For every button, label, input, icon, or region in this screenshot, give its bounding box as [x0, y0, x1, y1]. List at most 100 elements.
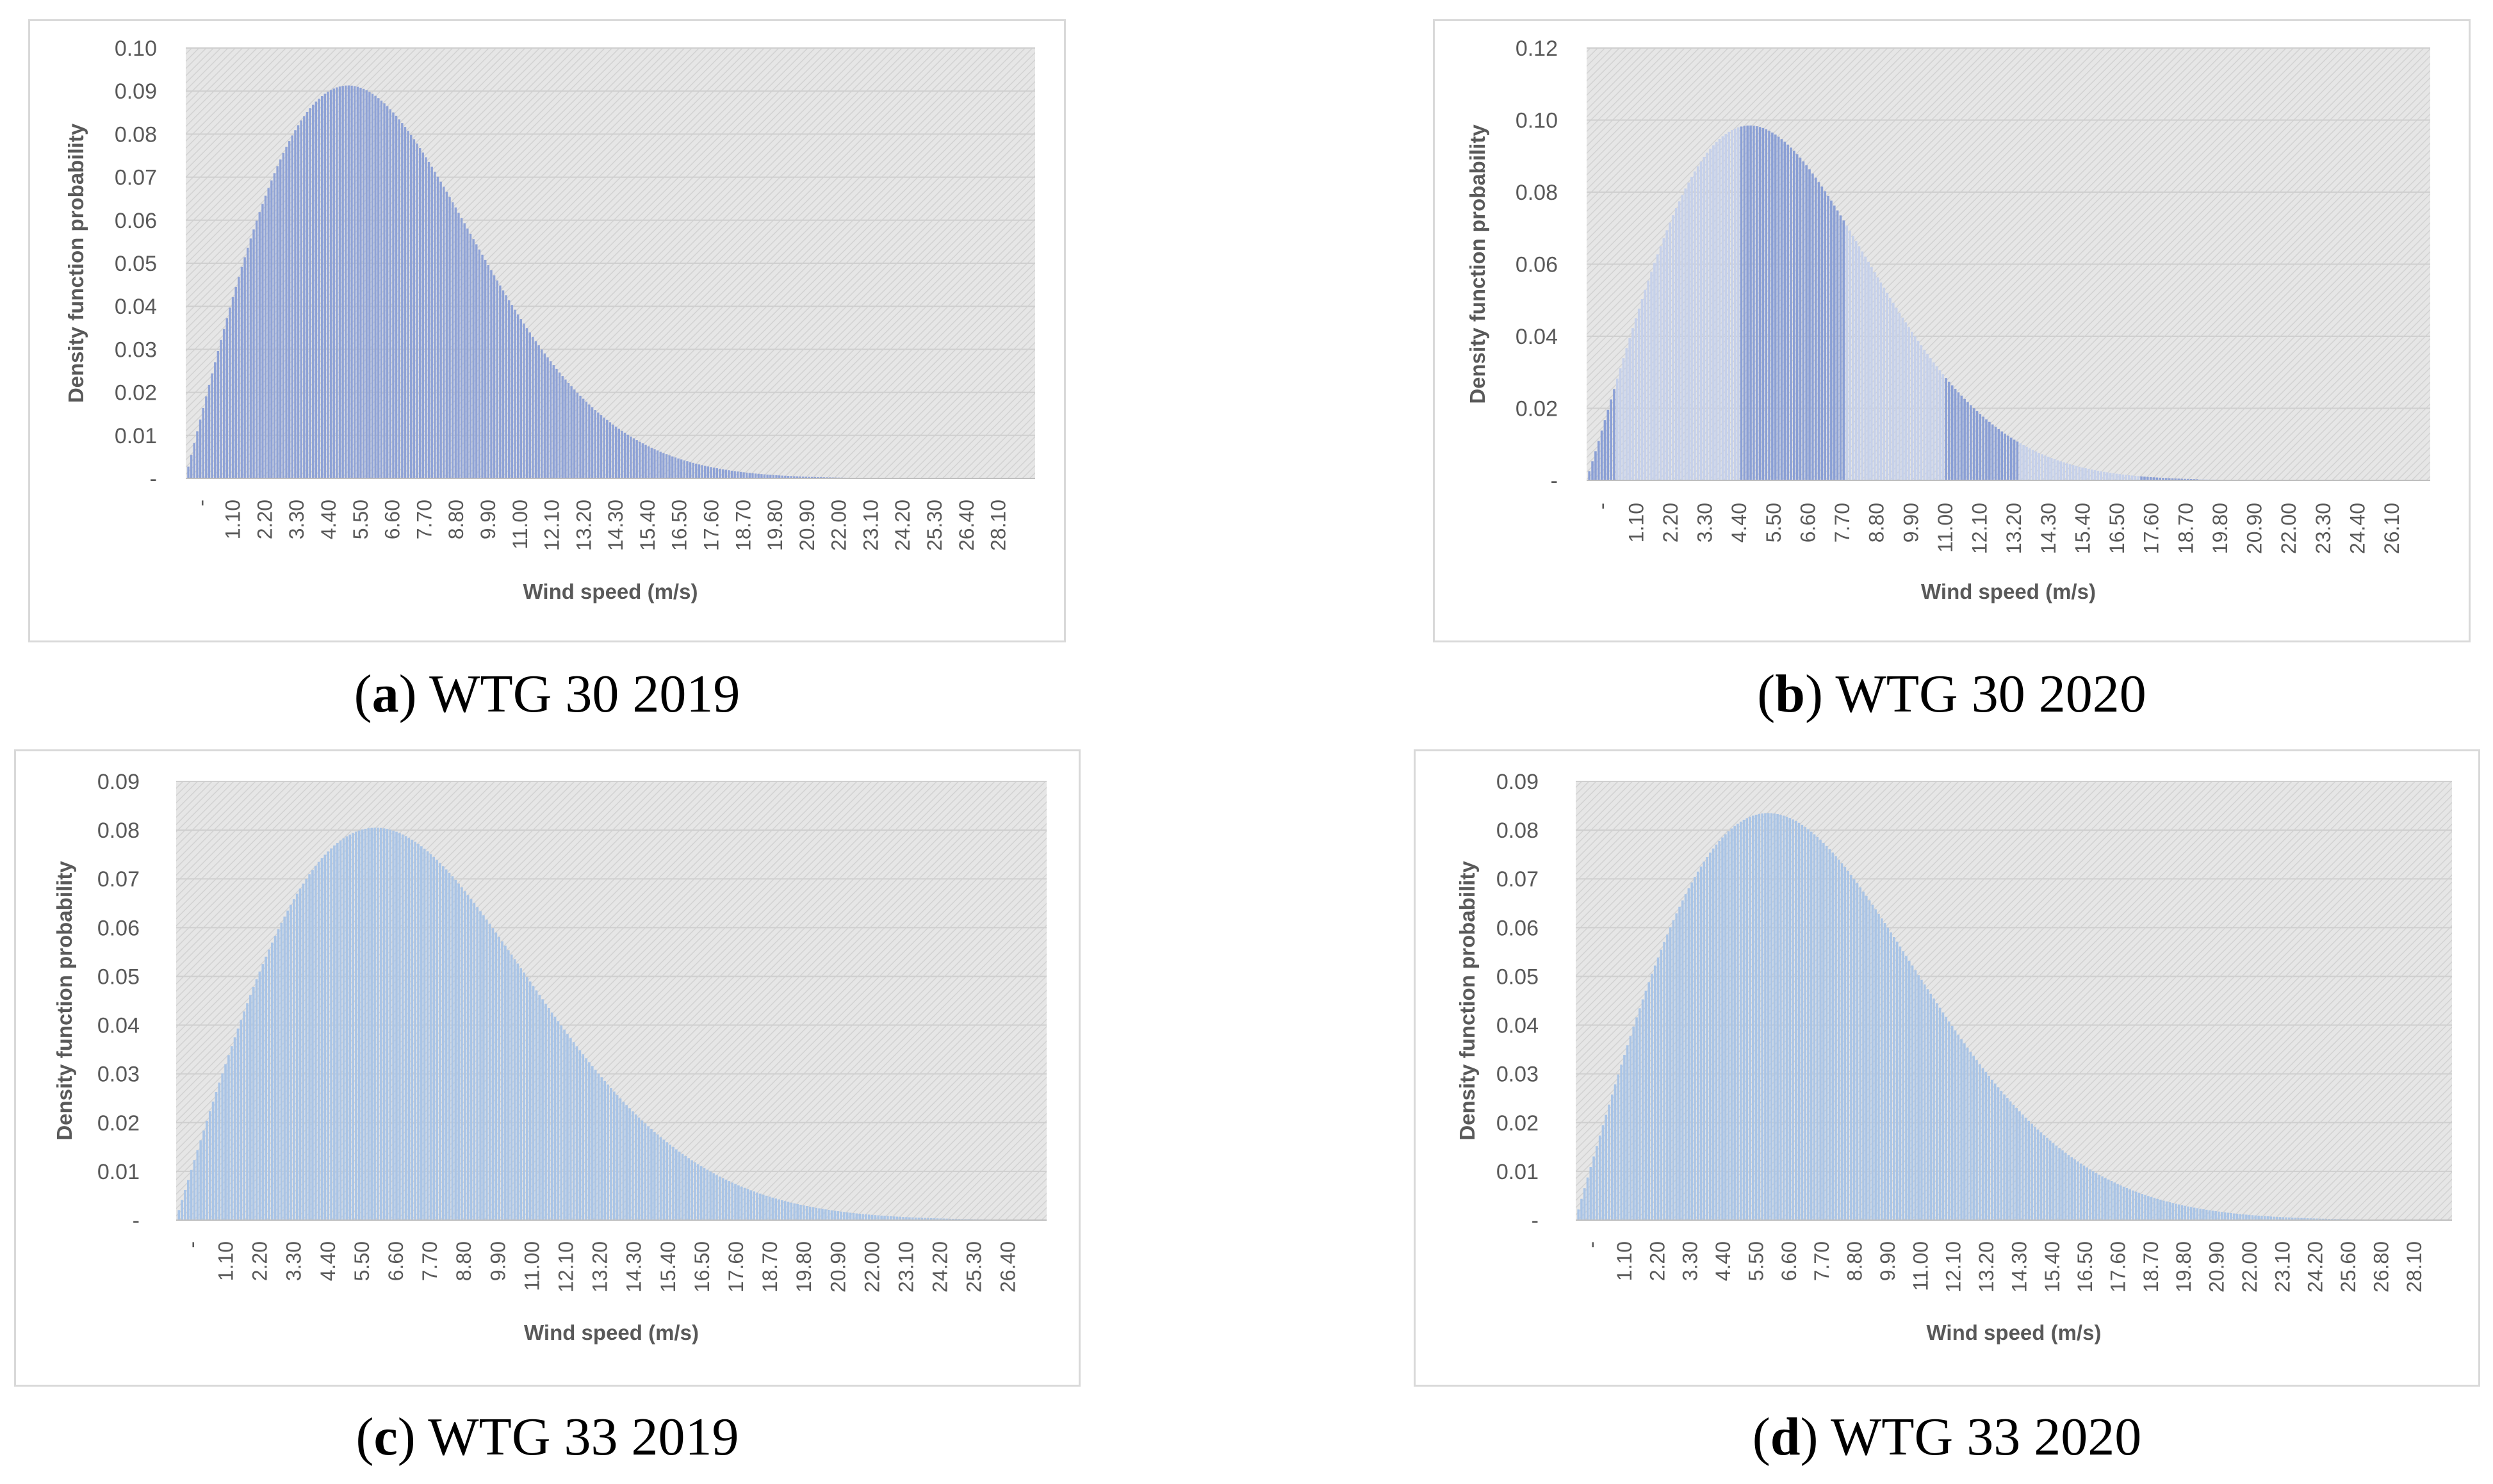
bar-b-139	[2019, 443, 2022, 480]
bar-d-87	[1843, 867, 1847, 1220]
bar-a-143	[612, 424, 614, 478]
bar-d-166	[2086, 1167, 2088, 1220]
bar-b-109	[1926, 354, 1929, 480]
x-tick-label-a-16: 17.60	[699, 500, 723, 551]
x-tick-label-a-6: 6.60	[381, 500, 404, 539]
bar-d-138	[2000, 1091, 2003, 1220]
y-axis-title-b: Density function probability	[1466, 124, 1489, 404]
bar-a-197	[772, 475, 775, 478]
bar-c-192	[774, 1198, 777, 1220]
bar-a-81	[427, 161, 430, 478]
bar-a-112	[519, 319, 523, 478]
bar-b-128	[1985, 419, 1988, 480]
bar-d-125	[1960, 1039, 1963, 1220]
x-tick-label-b-4: 4.40	[1728, 503, 1751, 542]
bar-c-0	[177, 1210, 181, 1220]
bar-c-155	[659, 1137, 662, 1220]
bar-a-50	[336, 87, 338, 478]
bar-d-110	[1914, 970, 1917, 1220]
bar-b-43	[1721, 136, 1724, 480]
bar-a-55	[350, 85, 353, 479]
bar-b-183	[2155, 477, 2159, 480]
bar-a-2	[193, 443, 196, 478]
bar-c-110	[519, 968, 522, 1220]
bar-c-239	[920, 1218, 924, 1220]
bar-a-79	[421, 152, 425, 478]
bar-d-42	[1706, 857, 1708, 1220]
bar-c-213	[840, 1211, 842, 1220]
bar-c-157	[666, 1142, 669, 1220]
bar-c-124	[563, 1029, 566, 1220]
bar-c-150	[644, 1123, 647, 1220]
bar-d-22	[1644, 990, 1647, 1220]
bar-a-116	[532, 336, 534, 478]
bar-c-207	[821, 1209, 824, 1220]
bar-b-68	[1799, 158, 1802, 480]
bar-d-5	[1592, 1156, 1595, 1220]
bar-b-63	[1783, 142, 1786, 481]
x-tick-label-a-18: 19.80	[764, 500, 787, 551]
bar-d-244	[2325, 1218, 2328, 1220]
bar-a-38	[300, 120, 302, 479]
bar-b-120	[1960, 395, 1963, 480]
bar-d-84	[1835, 856, 1837, 1220]
bar-d-210	[2220, 1212, 2223, 1220]
x-tick-label-b-17: 18.70	[2174, 503, 2197, 554]
bar-a-166	[680, 459, 683, 478]
bar-c-133	[591, 1066, 594, 1220]
bar-b-144	[2034, 451, 2038, 480]
y-tick-label-d-2: 0.02	[1496, 1111, 1539, 1136]
x-tick-label-c-22: 24.20	[929, 1241, 952, 1292]
bar-c-91	[461, 887, 463, 1220]
bar-a-136	[591, 407, 594, 478]
bar-b-101	[1901, 317, 1904, 480]
bar-c-178	[731, 1182, 734, 1220]
x-tick-label-b-2: 2.20	[1659, 503, 1682, 542]
y-tick-label-c-4: 0.04	[97, 1014, 140, 1038]
y-tick-label-c-1: 0.01	[97, 1160, 140, 1184]
bar-a-122	[549, 361, 552, 478]
bar-a-173	[701, 465, 703, 478]
bar-a-114	[525, 328, 528, 478]
bar-d-141	[2009, 1101, 2012, 1220]
bar-c-38	[295, 893, 298, 1220]
bar-c-208	[824, 1209, 827, 1220]
bar-a-23	[255, 220, 258, 478]
bar-c-94	[470, 899, 473, 1220]
bar-d-41	[1703, 861, 1706, 1220]
bar-a-158	[656, 450, 659, 478]
bar-c-46	[320, 858, 323, 1220]
bar-b-169	[2112, 473, 2115, 480]
bar-b-184	[2159, 477, 2161, 480]
bar-a-97	[475, 244, 478, 478]
bar-c-212	[837, 1211, 840, 1220]
bar-d-36	[1687, 888, 1690, 1220]
bar-b-14	[1631, 328, 1634, 480]
bar-c-165	[691, 1160, 693, 1220]
bar-d-126	[1963, 1043, 1966, 1220]
bar-d-214	[2233, 1213, 2236, 1220]
bar-c-22	[246, 1003, 249, 1220]
bar-d-63	[1770, 813, 1773, 1220]
bar-b-115	[1945, 378, 1947, 480]
bar-c-153	[653, 1132, 656, 1220]
bar-a-11	[220, 339, 222, 478]
bar-a-76	[413, 139, 416, 478]
bar-b-123	[1969, 405, 1972, 480]
x-tick-label-a-12: 13.20	[572, 500, 595, 551]
bar-a-9	[214, 362, 217, 478]
bar-d-73	[1801, 824, 1804, 1220]
bar-a-200	[781, 475, 784, 478]
bar-c-88	[451, 876, 454, 1220]
bar-d-101	[1886, 927, 1890, 1220]
bar-a-121	[546, 357, 549, 478]
bar-d-231	[2285, 1217, 2287, 1220]
bar-a-18	[240, 266, 243, 478]
bar-c-59	[361, 829, 364, 1220]
x-tick-label-b-9: 9.90	[1899, 503, 1922, 542]
bar-d-175	[2113, 1182, 2116, 1220]
y-axis-title-c: Density function probability	[53, 861, 76, 1141]
x-tick-label-b-15: 16.50	[2105, 503, 2129, 554]
x-tick-label-d-3: 3.30	[1679, 1241, 1702, 1281]
bar-d-46	[1718, 840, 1721, 1220]
